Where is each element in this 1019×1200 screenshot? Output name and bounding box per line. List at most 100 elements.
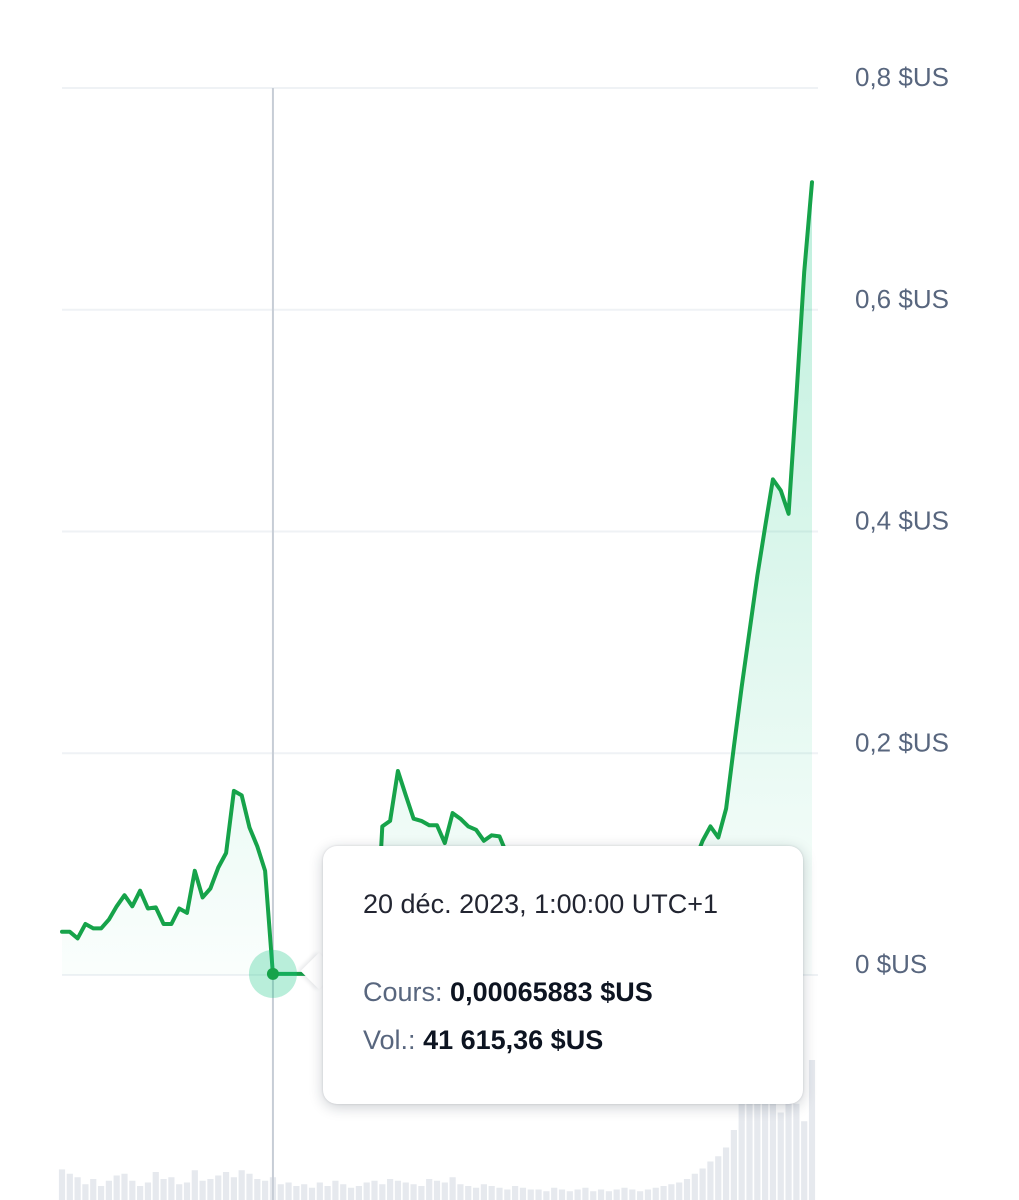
volume-bar	[332, 1180, 339, 1200]
volume-bar	[457, 1184, 464, 1200]
volume-bar	[379, 1184, 386, 1200]
volume-bar	[691, 1173, 698, 1200]
volume-bar	[597, 1189, 605, 1200]
volume-bar	[558, 1189, 566, 1200]
volume-bar	[613, 1189, 620, 1200]
volume-bar	[629, 1189, 636, 1200]
volume-bar	[637, 1191, 644, 1200]
volume-bar	[363, 1182, 370, 1200]
volume-bar	[722, 1147, 730, 1200]
volume-bar	[230, 1177, 237, 1200]
y-axis: 0,8 $US 0,6 $US 0,4 $US 0,2 $US 0 $US	[855, 62, 949, 979]
hover-marker-dot	[266, 967, 279, 980]
volume-bar	[74, 1177, 81, 1200]
volume-bar	[371, 1180, 378, 1200]
volume-bar	[183, 1182, 191, 1200]
volume-bar	[246, 1173, 253, 1200]
volume-bar	[808, 1060, 816, 1200]
volume-bar	[152, 1172, 159, 1200]
volume-bar	[746, 1077, 753, 1200]
volume-bar	[699, 1168, 706, 1200]
volume-bar	[683, 1179, 691, 1200]
volume-bar	[387, 1179, 394, 1200]
tooltip-date: 20 déc. 2023, 1:00:00 UTC+1	[363, 889, 718, 919]
volume-bar	[347, 1187, 355, 1200]
tooltip-volume-value: 41 615,36 $US	[423, 1025, 604, 1055]
tooltip-price-label: Cours:	[363, 977, 443, 1007]
volume-bar	[480, 1184, 487, 1200]
volume-bar	[254, 1179, 261, 1200]
volume-bar	[472, 1187, 480, 1200]
volume-bar	[222, 1172, 230, 1200]
volume-bar	[496, 1187, 503, 1200]
volume-bar	[715, 1156, 722, 1200]
volume-bar	[262, 1180, 269, 1200]
volume-bar	[738, 1103, 745, 1200]
y-tick-label: 0,8 $US	[855, 62, 949, 92]
volume-bar	[168, 1177, 175, 1200]
volume-bar	[293, 1186, 300, 1200]
y-tick-label: 0,2 $US	[855, 727, 949, 757]
volume-bar	[90, 1179, 97, 1200]
volume-bar	[668, 1184, 675, 1200]
volume-bar	[137, 1186, 144, 1200]
volume-bar	[449, 1177, 456, 1200]
tooltip-price-value: 0,00065883 $US	[450, 977, 653, 1007]
volume-bar	[519, 1187, 527, 1200]
volume-bar	[324, 1186, 331, 1200]
volume-bar	[316, 1182, 323, 1200]
volume-bar	[769, 1095, 777, 1200]
volume-bar	[644, 1189, 652, 1200]
volume-bar	[105, 1180, 112, 1200]
volume-bars	[58, 1060, 816, 1200]
volume-bar	[660, 1186, 667, 1200]
volume-bar	[160, 1179, 167, 1200]
volume-bar	[301, 1184, 308, 1200]
y-tick-label: 0 $US	[855, 949, 927, 979]
volume-bar	[410, 1184, 417, 1200]
y-tick-label: 0,6 $US	[855, 284, 949, 314]
volume-bar	[129, 1180, 136, 1200]
volume-bar	[582, 1187, 589, 1200]
volume-bar	[793, 1103, 800, 1200]
volume-bar	[754, 1086, 761, 1200]
volume-bar	[308, 1187, 316, 1200]
volume-bar	[590, 1191, 597, 1200]
hover-marker	[248, 949, 297, 998]
volume-bar	[144, 1182, 152, 1200]
volume-bar	[785, 1077, 792, 1200]
volume-bar	[801, 1121, 808, 1200]
volume-bar	[676, 1182, 683, 1200]
volume-bar	[433, 1180, 441, 1200]
volume-bar	[207, 1179, 214, 1200]
volume-bar	[777, 1112, 784, 1200]
volume-bar	[199, 1180, 206, 1200]
tooltip-volume-row: Vol.: 41 615,36 $US	[363, 1022, 803, 1058]
volume-bar	[441, 1182, 448, 1200]
volume-bar	[394, 1180, 402, 1200]
volume-bar	[121, 1173, 128, 1200]
volume-bar	[707, 1161, 714, 1200]
volume-bar	[551, 1187, 558, 1200]
chart-tooltip: 20 déc. 2023, 1:00:00 UTC+1 Cours: 0,000…	[323, 846, 803, 1104]
volume-bar	[762, 1068, 769, 1200]
tooltip-volume-label: Vol.:	[363, 1025, 416, 1055]
volume-bar	[465, 1186, 472, 1200]
volume-bar	[488, 1186, 495, 1200]
volume-bar	[535, 1189, 542, 1200]
volume-bar	[527, 1189, 534, 1200]
volume-bar	[512, 1186, 519, 1200]
volume-bar	[82, 1184, 89, 1200]
volume-bar	[652, 1187, 659, 1200]
volume-bar	[191, 1170, 198, 1200]
volume-bar	[566, 1191, 573, 1200]
volume-bar	[113, 1175, 120, 1200]
volume-bar	[418, 1186, 425, 1200]
volume-bar	[426, 1179, 433, 1200]
y-tick-label: 0,4 $US	[855, 506, 949, 536]
volume-bar	[58, 1169, 66, 1200]
volume-bar	[543, 1191, 550, 1200]
volume-bar	[176, 1184, 183, 1200]
volume-bar	[504, 1189, 511, 1200]
tooltip-price-row: Cours: 0,00065883 $US	[363, 974, 803, 1010]
